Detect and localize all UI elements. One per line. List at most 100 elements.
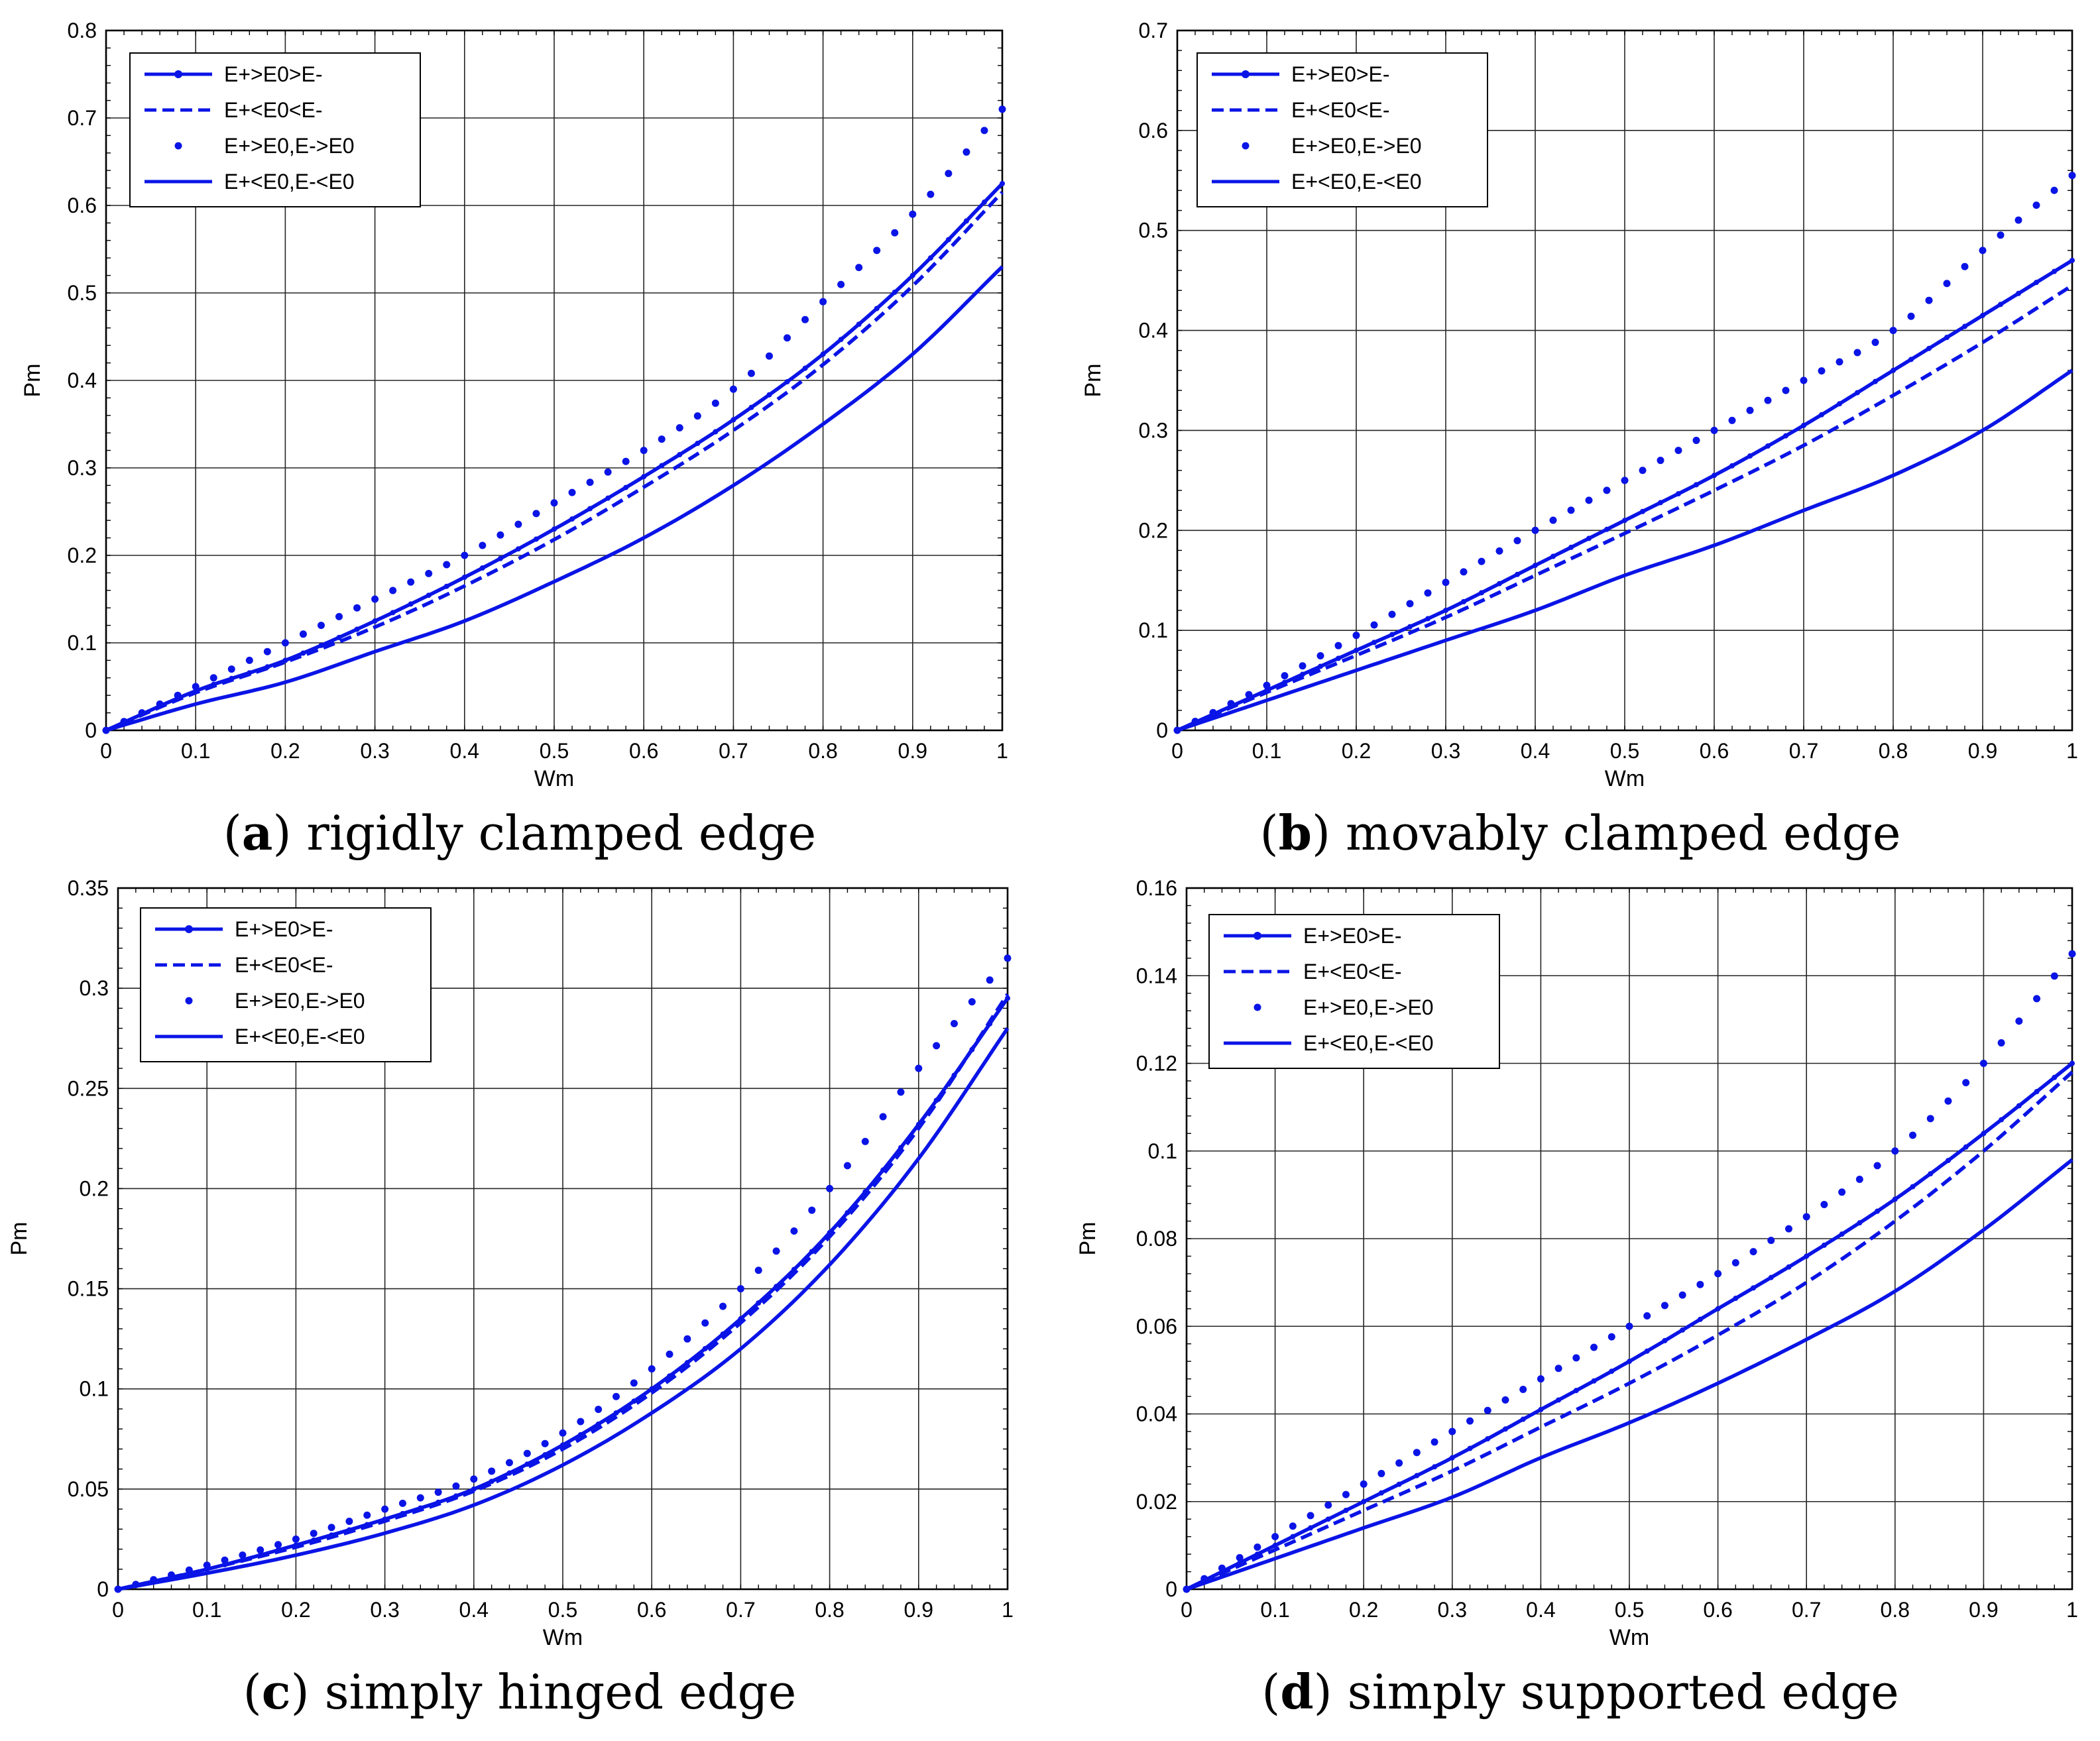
series-marker bbox=[819, 298, 827, 306]
series-marker bbox=[946, 237, 951, 243]
y-tick-label: 0.15 bbox=[68, 1277, 109, 1301]
caption-c: (c) simply hinged edge bbox=[56, 1656, 984, 1728]
x-tick-label: 0.2 bbox=[1349, 1598, 1378, 1622]
y-tick-label: 0.7 bbox=[1139, 19, 1168, 42]
series-marker bbox=[1712, 473, 1717, 478]
y-tick-label: 0.3 bbox=[68, 456, 97, 480]
series-marker bbox=[228, 665, 235, 673]
series-marker bbox=[274, 1541, 282, 1548]
series-marker bbox=[648, 1365, 656, 1373]
series-marker bbox=[855, 264, 862, 271]
series-marker bbox=[1979, 247, 1987, 254]
series-marker bbox=[1643, 1312, 1651, 1320]
series-marker bbox=[1461, 599, 1466, 604]
x-tick-label: 0 bbox=[112, 1598, 124, 1622]
legend-swatch bbox=[175, 142, 182, 150]
series-marker bbox=[1767, 1237, 1775, 1244]
x-tick-label: 0.1 bbox=[1260, 1598, 1289, 1622]
series-marker bbox=[310, 1530, 318, 1537]
series-marker bbox=[756, 1300, 761, 1306]
x-tick-label: 0.1 bbox=[1252, 739, 1281, 763]
series-marker bbox=[1379, 1490, 1384, 1496]
series-marker bbox=[784, 334, 791, 341]
series-marker bbox=[1336, 655, 1341, 661]
series-marker bbox=[1538, 1407, 1543, 1412]
series-marker bbox=[862, 1138, 869, 1145]
series-marker bbox=[407, 579, 414, 586]
series-marker bbox=[1910, 1184, 1916, 1190]
series-marker bbox=[444, 584, 449, 589]
series-marker bbox=[345, 1518, 353, 1525]
series-marker bbox=[1875, 1209, 1880, 1214]
y-tick-label: 0.04 bbox=[1136, 1402, 1177, 1426]
series-marker bbox=[1592, 1378, 1597, 1384]
series-marker bbox=[470, 1475, 477, 1483]
series-marker bbox=[1926, 297, 1933, 304]
x-tick-label: 0.7 bbox=[719, 739, 748, 763]
series-marker bbox=[1497, 581, 1502, 587]
x-tick-label: 0.4 bbox=[1521, 739, 1550, 763]
series-marker bbox=[821, 351, 826, 357]
series-marker bbox=[514, 521, 522, 528]
y-tick-label: 0 bbox=[1156, 718, 1168, 742]
series-marker bbox=[1676, 491, 1681, 496]
series-marker bbox=[318, 643, 323, 648]
series-marker bbox=[1822, 1243, 1827, 1248]
panel-a: 0 0.1 0.2 0.3 0.4 0.5 0.6 0.7 0.8 0.9 100.10.20.30… bbox=[20, 19, 1008, 791]
series-marker bbox=[1218, 1565, 1226, 1572]
series-marker bbox=[1783, 433, 1788, 439]
series-marker bbox=[1246, 691, 1253, 699]
panel-a-legend: E+>E0>E-E+<E0<E-E+>E0,E->E0E+<E0,E-<E0 bbox=[130, 53, 420, 207]
series-marker bbox=[891, 229, 898, 237]
series-marker bbox=[587, 506, 593, 512]
series-marker bbox=[874, 306, 880, 311]
series-marker bbox=[186, 1567, 193, 1574]
y-tick-label: 0 bbox=[1165, 1577, 1177, 1601]
x-tick-label: 0.4 bbox=[450, 739, 479, 763]
series-marker bbox=[1839, 1231, 1845, 1237]
series-marker bbox=[844, 1162, 851, 1169]
series-marker bbox=[1371, 621, 1378, 628]
y-tick-label: 0.6 bbox=[68, 194, 97, 217]
legend-label: E+<E0<E- bbox=[224, 98, 323, 122]
series-marker bbox=[1747, 407, 1754, 414]
series-marker bbox=[2051, 972, 2058, 980]
series-marker bbox=[999, 105, 1006, 113]
series-marker bbox=[488, 1467, 495, 1475]
y-tick-label: 0.6 bbox=[1139, 119, 1168, 142]
series-marker bbox=[1318, 663, 1323, 669]
series-marker bbox=[1836, 359, 1843, 366]
series-marker bbox=[1622, 518, 1627, 523]
panel-c-x-axis-label: Wm bbox=[543, 1625, 583, 1650]
panel-d-x-axis-label: Wm bbox=[1609, 1625, 1649, 1650]
series-marker bbox=[2052, 1075, 2057, 1080]
series-marker bbox=[1729, 417, 1736, 424]
series-marker bbox=[1658, 500, 1663, 505]
series-marker bbox=[559, 1430, 567, 1437]
series-marker bbox=[837, 281, 845, 288]
series-marker bbox=[1908, 357, 1914, 362]
series-marker bbox=[880, 1113, 887, 1120]
series-marker bbox=[1442, 579, 1450, 586]
y-tick-label: 0.1 bbox=[80, 1377, 109, 1401]
series-marker bbox=[1289, 1522, 1297, 1530]
series-marker bbox=[1586, 535, 1592, 541]
series-marker bbox=[703, 1346, 708, 1351]
series-marker bbox=[353, 604, 361, 612]
series-marker bbox=[1785, 1225, 1792, 1233]
series-marker bbox=[1210, 709, 1217, 716]
y-tick-label: 0.2 bbox=[68, 543, 97, 567]
series-marker bbox=[1769, 1275, 1774, 1280]
legend-label: E+>E0>E- bbox=[224, 62, 323, 86]
series-marker bbox=[221, 1557, 229, 1564]
series-marker bbox=[1586, 496, 1593, 504]
series-marker bbox=[1514, 537, 1521, 544]
y-tick-label: 0.02 bbox=[1136, 1490, 1177, 1514]
legend-label: E+<E0<E- bbox=[235, 953, 333, 977]
series-marker bbox=[730, 386, 737, 393]
series-marker bbox=[1786, 1264, 1791, 1270]
series-marker bbox=[1466, 1418, 1474, 1425]
series-marker bbox=[666, 1351, 673, 1358]
series-marker bbox=[1662, 1338, 1667, 1343]
series-marker bbox=[1413, 1449, 1421, 1456]
